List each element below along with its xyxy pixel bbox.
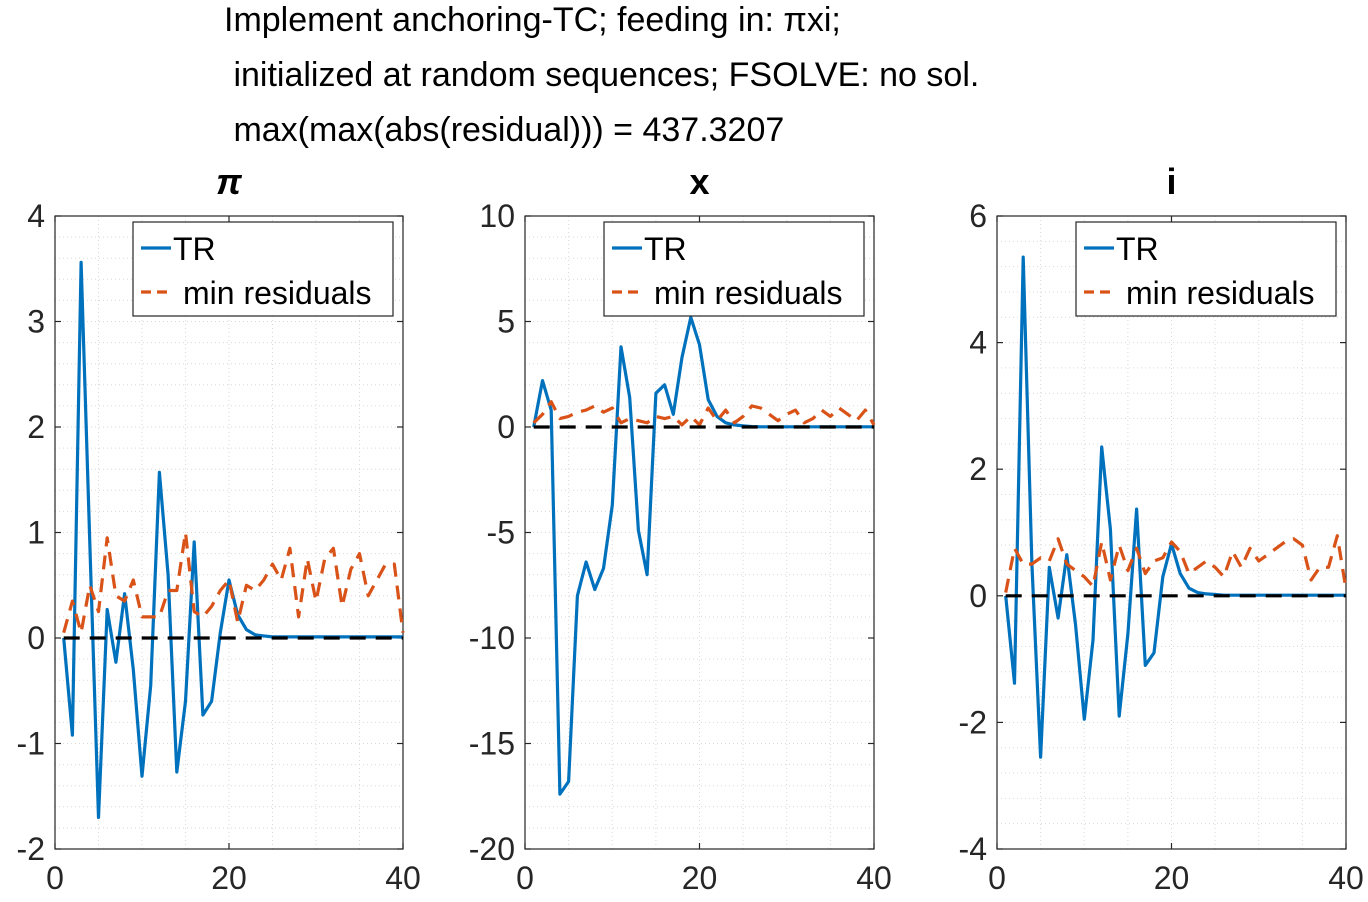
y-tick-label: 6 bbox=[969, 198, 987, 234]
axes-title: x bbox=[689, 161, 709, 202]
y-tick-label: 3 bbox=[27, 304, 45, 340]
y-tick-label: -2 bbox=[959, 704, 987, 740]
y-tick-label: 0 bbox=[969, 578, 987, 614]
chart-panel-1: 0 20 40 -2 -1 0 1 2 3 4 πTR min residuals bbox=[17, 161, 421, 896]
legend-box bbox=[603, 221, 865, 317]
series-line-tr bbox=[1004, 255, 1346, 759]
axes-title: π bbox=[216, 161, 242, 202]
figure-title-line-3: max(max(abs(residual))) = 437.3207 bbox=[224, 111, 785, 149]
x-tick-label: 0 bbox=[46, 860, 64, 896]
legend: TR min residuals bbox=[132, 221, 394, 317]
y-tick-label: -20 bbox=[469, 831, 515, 867]
y-tick-label: 4 bbox=[969, 325, 987, 361]
chart-panel-2: 0 20 40 -20 -15 -10 -5 0 5 10 xTR min residuals bbox=[469, 161, 892, 896]
y-tick-label: 2 bbox=[27, 409, 45, 445]
legend-label-tr: TR bbox=[1116, 231, 1159, 267]
y-tick-label: -10 bbox=[469, 620, 515, 656]
x-tick-label: 0 bbox=[988, 860, 1006, 896]
y-tick-label: 5 bbox=[497, 304, 515, 340]
y-tick-label: -5 bbox=[487, 515, 515, 551]
figure-title-line-2: initialized at random sequences; FSOLVE:… bbox=[224, 56, 980, 94]
series-line-min-residuals bbox=[532, 400, 876, 427]
y-tick-label: -1 bbox=[17, 726, 45, 762]
y-tick-label: 0 bbox=[27, 620, 45, 656]
y-tick-label: 10 bbox=[479, 198, 515, 234]
figure-title-line-1: Implement anchoring-TC; feeding in: πxi; bbox=[224, 1, 841, 39]
legend-box bbox=[132, 221, 394, 317]
chart-panel-3: 0 20 40 -4 -2 0 2 4 6 iTR min residuals bbox=[959, 161, 1364, 896]
y-tick-label: 2 bbox=[969, 451, 987, 487]
y-tick-label: -2 bbox=[17, 831, 45, 867]
legend-label-min-residuals: min residuals bbox=[183, 275, 372, 311]
x-tick-label: 40 bbox=[385, 860, 421, 896]
y-tick-label: 1 bbox=[27, 515, 45, 551]
x-tick-label: 20 bbox=[1154, 860, 1190, 896]
x-tick-label: 20 bbox=[211, 860, 247, 896]
x-tick-label: 40 bbox=[1328, 860, 1364, 896]
legend: TR min residuals bbox=[603, 221, 865, 317]
legend: TR min residuals bbox=[1075, 221, 1337, 317]
series-line-min-residuals bbox=[62, 530, 405, 635]
series-line-min-residuals bbox=[1004, 534, 1348, 593]
axes-title: i bbox=[1166, 161, 1176, 202]
legend-label-tr: TR bbox=[173, 231, 216, 267]
y-tick-label: 4 bbox=[27, 198, 45, 234]
series-line-tr bbox=[62, 260, 403, 820]
y-tick-label: -4 bbox=[959, 831, 987, 867]
series-line-tr bbox=[532, 315, 874, 796]
x-tick-label: 0 bbox=[516, 860, 534, 896]
y-tick-label: -15 bbox=[469, 726, 515, 762]
x-tick-label: 40 bbox=[856, 860, 892, 896]
legend-label-min-residuals: min residuals bbox=[1126, 275, 1315, 311]
x-tick-label: 20 bbox=[682, 860, 718, 896]
legend-label-min-residuals: min residuals bbox=[654, 275, 843, 311]
legend-label-tr: TR bbox=[644, 231, 687, 267]
y-tick-label: 0 bbox=[497, 409, 515, 445]
figure-title: Implement anchoring-TC; feeding in: πxi;… bbox=[0, 0, 1368, 150]
legend-box bbox=[1075, 221, 1337, 317]
